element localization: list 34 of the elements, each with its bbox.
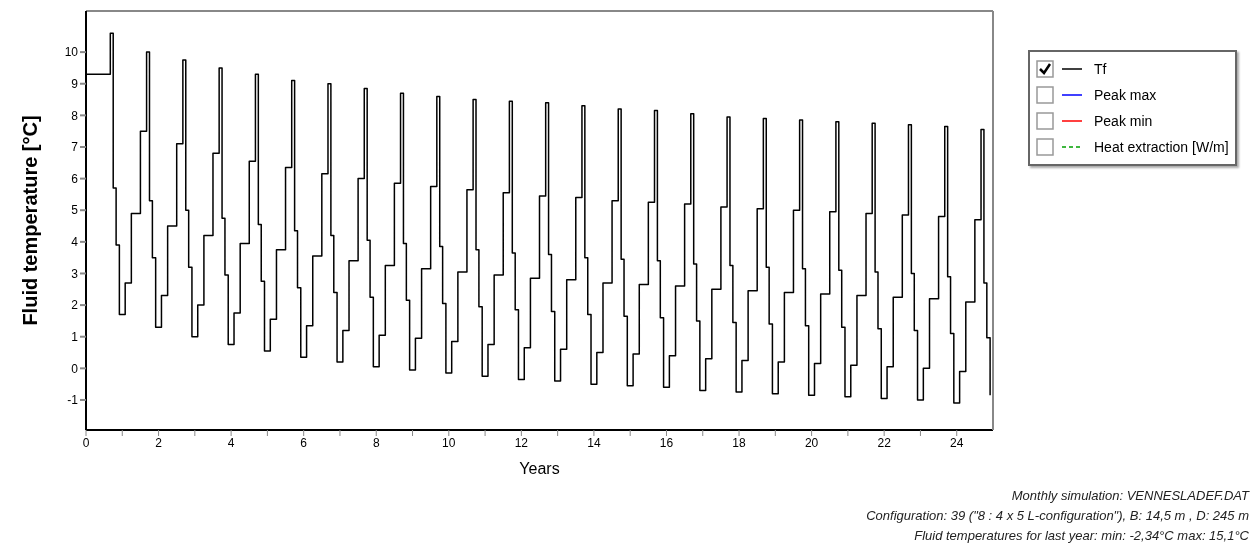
text: Monthly simulation: VENNESLADEF.DAT: [1010, 487, 1249, 505]
y-tick-label: 9: [71, 76, 79, 91]
y-tick-label: 8: [71, 108, 79, 123]
y-tick-label: 3: [71, 266, 79, 281]
x-tick-label: 0: [82, 435, 90, 450]
x-tick-label: 20: [804, 435, 819, 450]
y-tick-label: 10: [64, 45, 79, 60]
x-tick-label: 14: [587, 435, 601, 450]
y-tick-label: 7: [71, 140, 79, 155]
text: Fluid temperatures for last year: min: -2,34°C max: 15,1°C: [913, 527, 1249, 545]
x-tick-label: 24: [950, 435, 964, 450]
y-axis-title: Fluid temperature [°C]: [19, 115, 42, 326]
x-axis-title: Years: [519, 460, 560, 477]
y-tick-label: -1: [67, 393, 79, 408]
x-tick-label: 18: [732, 435, 747, 450]
legend-label: Peak max: [1094, 87, 1157, 103]
legend-label: Heat extraction [W/m]: [1094, 139, 1229, 155]
x-tick-label: 12: [514, 435, 529, 450]
x-tick-label: 2: [155, 435, 163, 450]
x-tick-label: 4: [227, 435, 235, 450]
y-tick-label: 4: [71, 235, 79, 250]
x-tick-label: 16: [659, 435, 674, 450]
legend-label: Peak min: [1094, 113, 1153, 129]
y-tick-label: 6: [71, 171, 79, 186]
y-tick-label: 5: [71, 203, 79, 218]
legend-label: Tf: [1094, 61, 1107, 77]
y-tick-label: 0: [71, 361, 79, 376]
y-tick-label: 2: [71, 298, 79, 313]
x-tick-label: 10: [442, 435, 456, 450]
y-tick-label: 1: [71, 329, 79, 344]
x-tick-label: 22: [877, 435, 892, 450]
x-tick-label: 8: [372, 435, 380, 450]
text: Configuration: 39 ("8 : 4 x 5 L-configuration"), B: 14,5 m , D: 245 m: [866, 507, 1249, 525]
x-tick-label: 6: [300, 435, 308, 450]
